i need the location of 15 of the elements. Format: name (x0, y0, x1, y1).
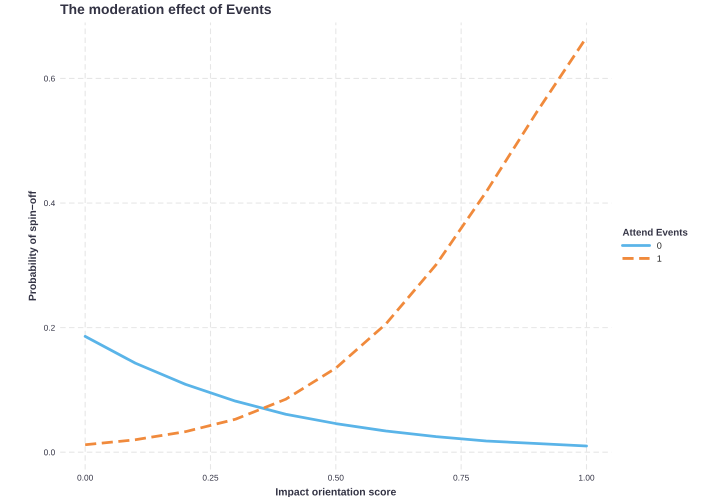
x-tick-label: 0.50 (328, 474, 344, 481)
x-tick-label: 0.25 (202, 474, 218, 481)
legend-label: 0 (657, 242, 662, 249)
y-tick-label: 0.2 (44, 324, 55, 331)
x-tick-label: 0.75 (453, 474, 469, 481)
chart-title: The moderation effect of Events (60, 4, 271, 14)
x-tick-label: 1.00 (579, 474, 594, 481)
legend-label: 1 (657, 255, 662, 262)
y-axis-title: Probability of spin−off (28, 190, 38, 300)
y-tick-label: 0.0 (44, 449, 55, 456)
legend-title: Attend Events (622, 228, 688, 236)
line-series (84, 334, 588, 448)
y-tick-label: 0.4 (44, 200, 55, 206)
x-tick-label: 0.00 (77, 474, 93, 481)
y-tick-label: 0.6 (44, 76, 55, 82)
